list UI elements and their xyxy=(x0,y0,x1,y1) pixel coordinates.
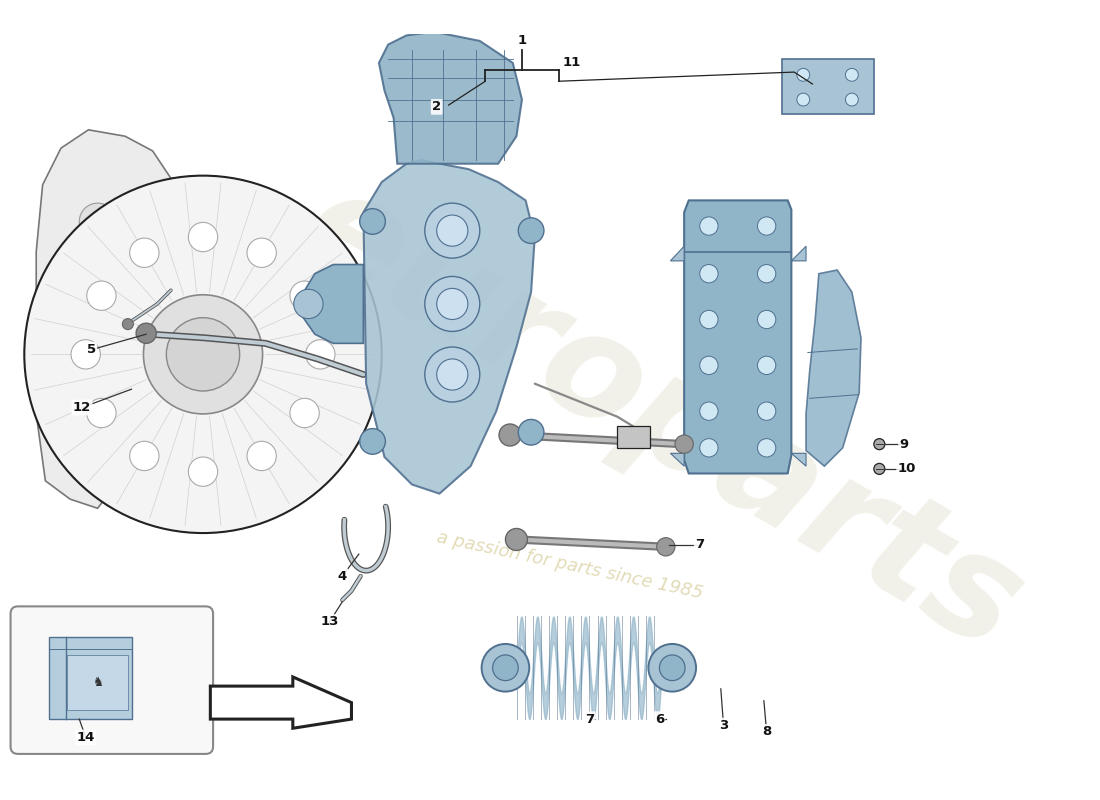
Polygon shape xyxy=(684,200,791,474)
Circle shape xyxy=(166,318,240,391)
Circle shape xyxy=(294,290,323,318)
Polygon shape xyxy=(806,270,861,466)
Text: 12: 12 xyxy=(73,401,91,414)
Circle shape xyxy=(122,318,133,330)
Text: 8: 8 xyxy=(762,726,771,738)
Text: 7: 7 xyxy=(695,538,704,551)
Circle shape xyxy=(505,529,527,550)
Circle shape xyxy=(425,277,480,331)
Text: 11: 11 xyxy=(562,57,581,70)
Circle shape xyxy=(648,644,696,692)
Circle shape xyxy=(659,655,685,681)
Circle shape xyxy=(360,429,385,454)
Circle shape xyxy=(796,93,810,106)
Circle shape xyxy=(700,217,718,235)
Circle shape xyxy=(758,356,776,374)
Circle shape xyxy=(248,238,276,267)
Circle shape xyxy=(846,69,858,82)
Circle shape xyxy=(758,217,776,235)
Circle shape xyxy=(290,281,319,310)
Circle shape xyxy=(758,265,776,283)
Polygon shape xyxy=(782,59,873,114)
Circle shape xyxy=(48,282,65,298)
Circle shape xyxy=(437,359,468,390)
Circle shape xyxy=(66,434,87,454)
Polygon shape xyxy=(363,160,535,494)
Polygon shape xyxy=(50,637,132,719)
Text: 10: 10 xyxy=(898,462,916,475)
Circle shape xyxy=(873,438,884,450)
Circle shape xyxy=(130,238,159,267)
Circle shape xyxy=(79,203,116,240)
Polygon shape xyxy=(67,655,128,710)
Circle shape xyxy=(482,644,529,692)
Circle shape xyxy=(700,438,718,457)
Circle shape xyxy=(136,323,156,343)
Polygon shape xyxy=(379,32,521,164)
Text: 1: 1 xyxy=(517,34,527,47)
Polygon shape xyxy=(210,677,352,728)
Circle shape xyxy=(437,288,468,319)
Polygon shape xyxy=(791,246,806,261)
Circle shape xyxy=(425,203,480,258)
Text: 9: 9 xyxy=(900,438,909,450)
Text: 5: 5 xyxy=(87,343,96,356)
Circle shape xyxy=(425,347,480,402)
Circle shape xyxy=(796,69,810,82)
Text: 13: 13 xyxy=(320,615,339,629)
Circle shape xyxy=(143,294,263,414)
Circle shape xyxy=(518,218,543,243)
Text: 7: 7 xyxy=(585,713,594,726)
Text: europarts: europarts xyxy=(277,156,1046,681)
Circle shape xyxy=(700,356,718,374)
Circle shape xyxy=(290,398,319,428)
Text: 4: 4 xyxy=(338,570,346,582)
Circle shape xyxy=(188,457,218,486)
Circle shape xyxy=(657,538,675,556)
Circle shape xyxy=(87,398,117,428)
Polygon shape xyxy=(302,265,363,343)
Circle shape xyxy=(700,265,718,283)
Text: ♞: ♞ xyxy=(92,676,103,689)
Polygon shape xyxy=(36,130,180,508)
Circle shape xyxy=(72,340,100,369)
Circle shape xyxy=(499,424,521,446)
Circle shape xyxy=(493,655,518,681)
Circle shape xyxy=(24,176,382,533)
Circle shape xyxy=(846,93,858,106)
Text: 3: 3 xyxy=(719,719,728,732)
Circle shape xyxy=(437,215,468,246)
Circle shape xyxy=(518,419,543,445)
Polygon shape xyxy=(617,426,650,448)
Polygon shape xyxy=(791,454,806,466)
Circle shape xyxy=(758,438,776,457)
FancyBboxPatch shape xyxy=(11,606,213,754)
Circle shape xyxy=(758,402,776,420)
Circle shape xyxy=(675,435,693,454)
Circle shape xyxy=(130,442,159,470)
Circle shape xyxy=(87,281,117,310)
Circle shape xyxy=(360,209,385,234)
Circle shape xyxy=(248,442,276,470)
Circle shape xyxy=(188,222,218,252)
Text: 14: 14 xyxy=(77,731,95,744)
Circle shape xyxy=(873,463,884,474)
Text: 2: 2 xyxy=(432,101,441,114)
Circle shape xyxy=(104,366,128,389)
Circle shape xyxy=(700,310,718,329)
Polygon shape xyxy=(670,246,684,261)
Circle shape xyxy=(758,310,776,329)
Text: a passion for parts since 1985: a passion for parts since 1985 xyxy=(434,528,704,602)
Circle shape xyxy=(700,402,718,420)
Polygon shape xyxy=(670,454,684,466)
Circle shape xyxy=(306,340,336,369)
Text: 6: 6 xyxy=(654,713,664,726)
